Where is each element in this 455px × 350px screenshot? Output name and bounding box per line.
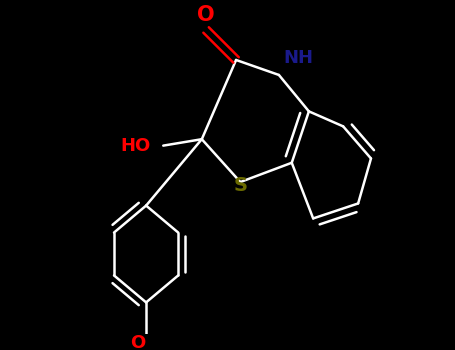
Text: O: O <box>130 334 145 350</box>
Text: HO: HO <box>120 136 151 155</box>
Text: NH: NH <box>283 49 313 67</box>
Text: S: S <box>233 176 248 195</box>
Text: O: O <box>197 5 215 25</box>
